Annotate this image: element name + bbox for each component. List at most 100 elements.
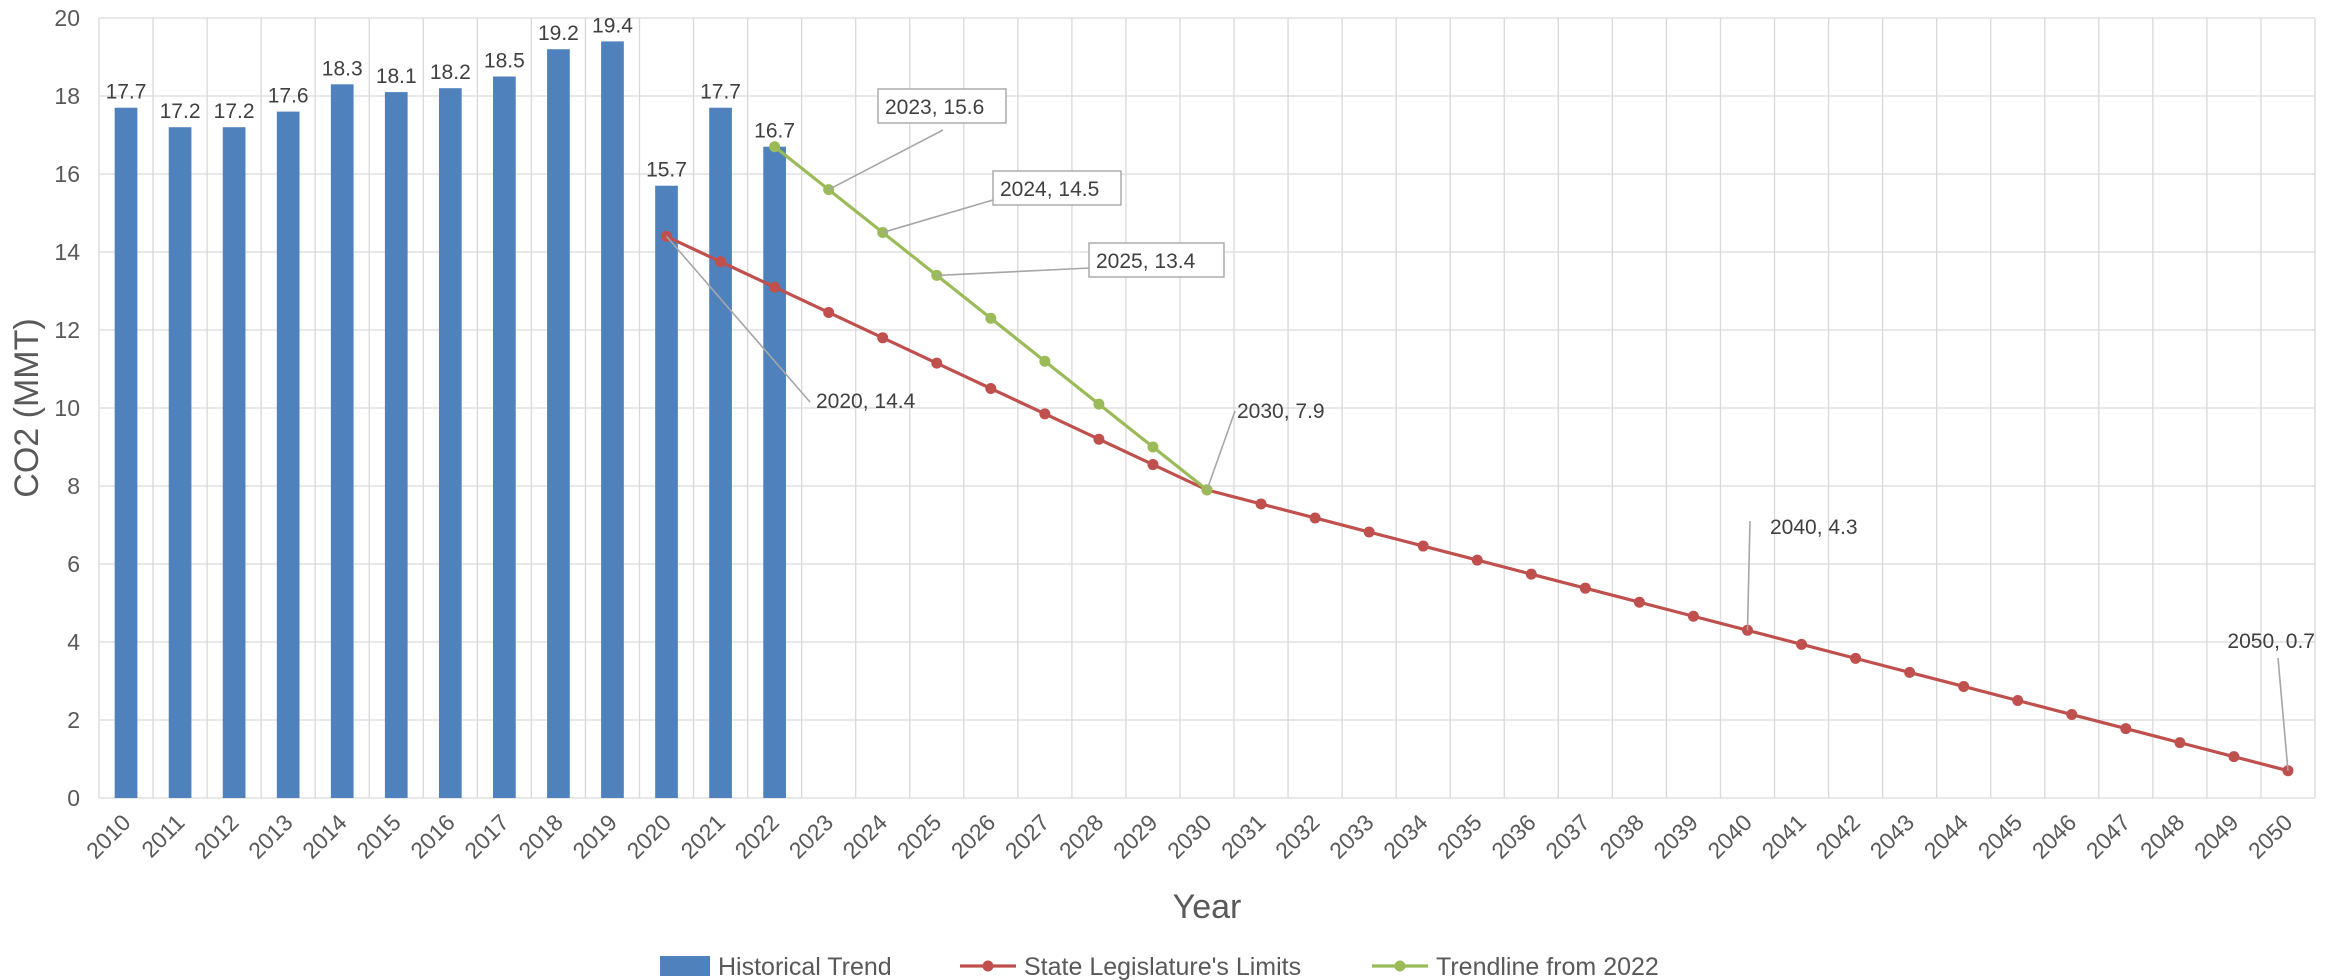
bar (222, 127, 246, 798)
series-point (769, 281, 781, 293)
series-point (2066, 709, 2078, 721)
x-tick-label: 2031 (1216, 809, 1271, 864)
bar (384, 92, 408, 799)
series-point (1309, 512, 1321, 524)
callout-leader (936, 267, 1091, 277)
y-tick-label: 0 (67, 785, 80, 811)
series-point (823, 306, 835, 318)
bar-data-label: 18.2 (430, 61, 471, 84)
series-point (715, 256, 727, 268)
bar-data-label: 18.3 (322, 57, 363, 80)
callout-label: 2024, 14.5 (1000, 178, 1099, 201)
series-point (1471, 554, 1483, 566)
y-tick-label: 6 (67, 551, 80, 577)
legend-swatch-marker (1394, 960, 1406, 972)
bar (114, 107, 138, 798)
bar (763, 146, 786, 798)
x-tick-label: 2036 (1486, 809, 1541, 864)
series-point (1039, 408, 1051, 420)
x-tick-label: 2034 (1378, 809, 1433, 864)
bar (438, 88, 462, 798)
series-point (1363, 526, 1375, 538)
y-tick-label: 12 (54, 317, 80, 343)
y-tick-label: 18 (54, 83, 80, 109)
legend-swatch-historical-trend (660, 956, 710, 976)
series-point (1796, 638, 1808, 650)
bar-data-label: 17.2 (160, 100, 201, 123)
x-tick-label: 2041 (1757, 809, 1812, 864)
x-tick-label: 2011 (136, 809, 189, 862)
legend-label: Historical Trend (718, 953, 892, 980)
y-axis-ticks: 0 2 4 6 8 10 12 14 16 18 20 (54, 5, 80, 811)
series-point (1093, 398, 1105, 410)
series-point (1093, 433, 1105, 445)
bar (276, 111, 300, 799)
x-tick-label: 2020 (621, 809, 676, 864)
bar-data-label: 17.2 (214, 100, 255, 123)
grid-lines (98, 17, 2316, 799)
series-point (985, 383, 997, 394)
callout-leader (1206, 410, 1236, 491)
series-point (2120, 723, 2132, 735)
x-tick-label: 2014 (297, 809, 352, 864)
bar (168, 127, 192, 798)
x-tick-label: 2028 (1054, 809, 1109, 864)
y-tick-label: 4 (67, 629, 80, 655)
x-tick-label: 2042 (1811, 809, 1866, 864)
x-tick-label: 2050 (2243, 809, 2298, 864)
legend: Historical Trend State Legislature's Limi… (660, 953, 1659, 980)
series-point (2174, 737, 2186, 749)
x-tick-label: 2019 (567, 809, 622, 864)
callout-label: 2020, 14.4 (816, 390, 916, 413)
series-point (1417, 540, 1429, 552)
series-point (2228, 751, 2240, 763)
callout-leader (2277, 657, 2289, 771)
bar (493, 76, 516, 798)
callout-leader (665, 235, 811, 403)
series-point (1525, 568, 1537, 580)
y-tick-label: 10 (54, 395, 80, 421)
callout-label: 2050, 0.7 (2227, 630, 2315, 653)
x-tick-label: 2022 (730, 809, 785, 864)
bar-data-label: 16.7 (754, 120, 795, 143)
x-tick-label: 2021 (676, 809, 731, 864)
bar (547, 49, 570, 798)
x-tick-label: 2035 (1432, 809, 1487, 864)
x-tick-label: 2040 (1702, 809, 1757, 864)
x-tick-label: 2013 (243, 809, 298, 864)
bar-series-historical-trend (114, 41, 786, 799)
x-tick-label: 2015 (351, 809, 406, 864)
y-tick-label: 8 (67, 473, 80, 499)
bar (330, 84, 354, 799)
x-axis-ticks: 2010 2011 2012 2013 2014 2015 2016 2017 2018 2019… (81, 809, 2298, 864)
x-tick-label: 2012 (189, 809, 244, 864)
series-point (1958, 680, 1970, 692)
series-point (1039, 355, 1051, 367)
series-point (1687, 610, 1699, 622)
series-point (769, 141, 781, 153)
bar-data-label: 17.6 (268, 85, 309, 108)
series-point (1147, 459, 1159, 471)
callout-label: 2023, 15.6 (885, 96, 984, 119)
callout-box (1088, 242, 1225, 278)
callout-label: 2040, 4.3 (1770, 516, 1858, 539)
callout-leader (828, 129, 944, 191)
x-tick-label: 2039 (1648, 809, 1703, 864)
x-tick-label: 2024 (838, 809, 893, 864)
y-axis-title: CO2 (MMT) (8, 318, 46, 497)
bar-data-labels: 17.7 17.2 17.2 17.6 18.3 18.1 18.2 18.5 19.2 19.4… (106, 14, 795, 181)
x-tick-label: 2049 (2189, 809, 2244, 864)
series-point (1579, 582, 1591, 594)
bar-data-label: 18.5 (484, 50, 525, 73)
y-tick-label: 2 (67, 707, 80, 733)
x-tick-label: 2043 (1865, 809, 1920, 864)
x-tick-label: 2046 (2027, 809, 2082, 864)
series-point (1147, 441, 1159, 453)
x-tick-label: 2033 (1324, 809, 1379, 864)
x-tick-label: 2016 (405, 809, 460, 864)
bar-data-label: 17.7 (106, 81, 147, 104)
legend-swatch-marker (982, 960, 994, 972)
callout-box (877, 88, 1007, 124)
x-tick-label: 2030 (1162, 809, 1217, 864)
